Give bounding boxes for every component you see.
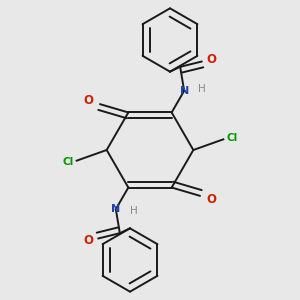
Text: O: O — [84, 234, 94, 247]
Text: Cl: Cl — [62, 157, 73, 167]
Text: H: H — [198, 84, 206, 94]
Text: Cl: Cl — [227, 133, 238, 143]
Text: N: N — [179, 86, 189, 96]
Text: O: O — [207, 193, 217, 206]
Text: O: O — [206, 53, 216, 66]
Text: O: O — [83, 94, 93, 107]
Text: H: H — [130, 206, 138, 216]
Text: N: N — [111, 204, 121, 214]
